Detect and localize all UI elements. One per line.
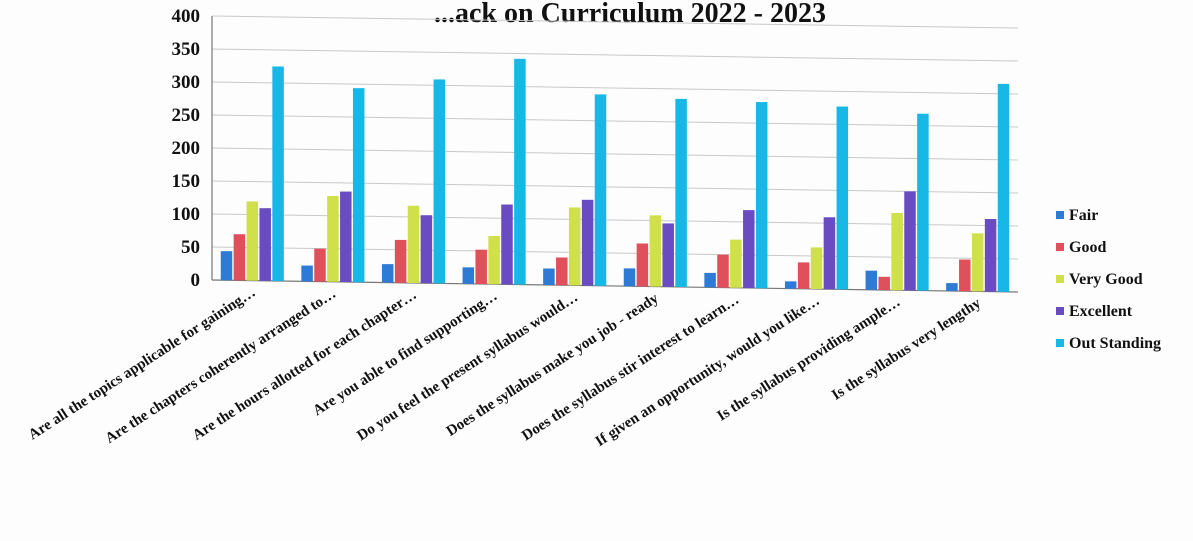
bar-out-standing [594,94,607,286]
gridline [211,48,1019,62]
bar-excellent [420,215,433,284]
y-tick-label: 50 [181,237,200,258]
bar-very-good [730,239,742,288]
bar-excellent [662,223,674,287]
bar-good [878,276,890,291]
bar-fair [623,268,636,287]
bar-good [959,259,971,292]
gridline [211,81,1019,95]
bar-fair [462,267,475,284]
bar-excellent [984,218,997,292]
bar-excellent [501,204,513,285]
bar-out-standing [433,79,446,284]
bar-out-standing [514,58,526,285]
legend-swatch [1056,339,1064,347]
bar-out-standing [352,88,365,283]
legend-swatch [1056,307,1064,315]
bar-fair [381,264,394,283]
bar-good [394,239,407,283]
bar-excellent [904,191,916,291]
bar-good [797,262,810,289]
bar-very-good [971,233,984,292]
bar-out-standing [272,66,284,281]
x-axis-ticks: Are all the topics applicable for gainin… [26,285,984,451]
legend-label: Excellent [1069,303,1133,320]
bar-out-standing [755,102,768,289]
bar-very-good [407,205,420,283]
bar-fair [301,265,313,282]
y-tick-label: 350 [172,39,201,60]
bar-good [233,234,246,281]
gridline [211,180,1019,194]
y-tick-label: 250 [172,105,201,126]
legend: Fair Good Very Good Excellent Out Standing [1056,207,1161,352]
bar-good [717,254,729,288]
legend-swatch [1056,211,1064,219]
bar-fair [543,268,555,286]
bar-out-standing [675,98,687,287]
bar-fair [704,272,716,288]
bar-very-good [327,196,339,282]
gridline [211,147,1019,161]
bars [220,58,1010,292]
legend-label: Very Good [1069,271,1143,288]
bar-fair [784,281,797,289]
bar-fair [946,283,958,292]
bar-very-good [810,247,823,289]
bar-out-standing [997,83,1010,292]
bar-excellent [823,217,836,290]
bar-good [475,249,487,285]
bar-excellent [581,199,594,286]
y-tick-label: 150 [172,171,201,192]
y-tick-label: 300 [172,72,201,93]
y-axis-ticks: 0 50 100 150 200 250 300 350 400 [172,6,201,291]
bar-good [556,257,568,286]
bar-excellent [340,191,352,282]
legend-label: Out Standing [1069,335,1161,352]
bar-very-good [891,212,903,291]
bar-fair [220,251,233,281]
x-tick-label: Is the syllabus very lengthy [829,295,984,404]
gridline [211,15,1019,29]
bar-excellent [743,210,755,288]
legend-label: Fair [1069,207,1098,224]
bar-fair [865,270,878,290]
gridline [211,114,1019,128]
bar-excellent [259,208,271,281]
bar-very-good [649,215,662,287]
legend-label: Good [1069,239,1106,256]
legend-swatch [1056,275,1064,283]
y-tick-label: 400 [172,6,201,27]
bar-good [314,248,326,282]
y-tick-label: 200 [172,138,201,159]
bar-very-good [488,236,500,285]
bar-good [636,243,649,287]
bar-out-standing [917,113,929,291]
bar-very-good [568,207,581,286]
y-tick-label: 100 [172,204,201,225]
bar-out-standing [836,106,849,290]
y-tick-label: 0 [191,270,201,291]
legend-swatch [1056,243,1064,251]
bar-very-good [246,201,259,281]
